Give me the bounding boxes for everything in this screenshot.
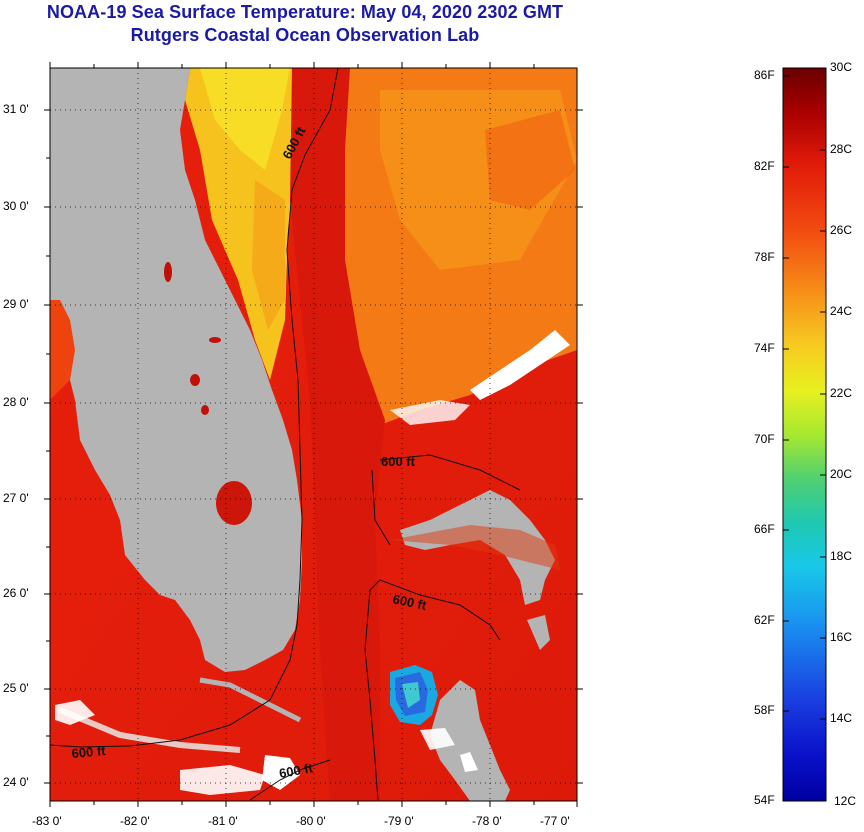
lat-label: 24 0' — [3, 775, 29, 789]
colorbar-f-label: 54F — [754, 793, 775, 807]
bahamas-land-north — [400, 490, 555, 605]
lat-label: 30 0' — [3, 199, 29, 213]
colorbar-c-label: 22C — [830, 386, 853, 400]
colorbar-c-label: 20C — [830, 467, 853, 481]
lon-label: -79 0' — [384, 814, 414, 828]
lon-label: -83 0' — [32, 814, 62, 828]
gulf-stream — [290, 68, 385, 801]
lon-label: -80 0' — [296, 814, 326, 828]
contour-label-bottom: 600 ft — [278, 760, 315, 781]
colorbar-c-label: 28C — [830, 142, 853, 156]
contour-label-south: 600 ft — [391, 591, 428, 613]
colorbar-f-label: 70F — [754, 432, 775, 446]
colorbar-f-label: 66F — [754, 522, 775, 536]
andros-land — [430, 680, 510, 801]
colorbar-f-label: 74F — [754, 341, 775, 355]
lat-label: 27 0' — [3, 491, 29, 505]
colorbar-c-label: 26C — [830, 223, 853, 237]
lon-label: -82 0' — [120, 814, 150, 828]
lon-label: -81 0' — [208, 814, 238, 828]
cloud-patches — [55, 330, 570, 795]
colorbar-f-label: 82F — [754, 159, 775, 173]
lat-label: 29 0' — [3, 297, 29, 311]
colorbar-f-label: 78F — [754, 250, 775, 264]
colorbar-f-label: 58F — [754, 703, 775, 717]
colorbar-c-label: 12C — [834, 794, 857, 808]
lon-label: -77 0' — [540, 814, 570, 828]
map-area — [50, 68, 577, 801]
colorbar-ticks — [783, 67, 826, 720]
lat-label: 28 0' — [3, 395, 29, 409]
lat-label: 31 0' — [3, 102, 29, 116]
colorbar-c-label: 24C — [830, 304, 853, 318]
frame-ticks — [44, 62, 583, 807]
colorbar-c-label: 18C — [830, 549, 853, 563]
colorbar-c-label: 16C — [830, 630, 853, 644]
contour-label-keys: 600 ft — [71, 743, 107, 761]
isobath-600ft — [50, 68, 521, 801]
lon-label: -78 0' — [472, 814, 502, 828]
colorbar-c-label: 30C — [830, 60, 853, 74]
colorbar-scale — [783, 68, 826, 801]
lat-label: 25 0' — [3, 681, 29, 695]
map-subtitle: Rutgers Coastal Ocean Observation Lab — [130, 25, 480, 45]
map-title: NOAA-19 Sea Surface Temperature: May 04,… — [46, 2, 564, 22]
colorbar-f-label: 86F — [754, 68, 775, 82]
colorbar-f-label: 62F — [754, 613, 775, 627]
colorbar-c-label: 14C — [830, 711, 853, 725]
lat-label: 26 0' — [3, 586, 29, 600]
contour-label-bahamas: 600 ft — [381, 454, 416, 469]
graticule — [49, 68, 577, 801]
lake-okeechobee — [216, 481, 252, 525]
